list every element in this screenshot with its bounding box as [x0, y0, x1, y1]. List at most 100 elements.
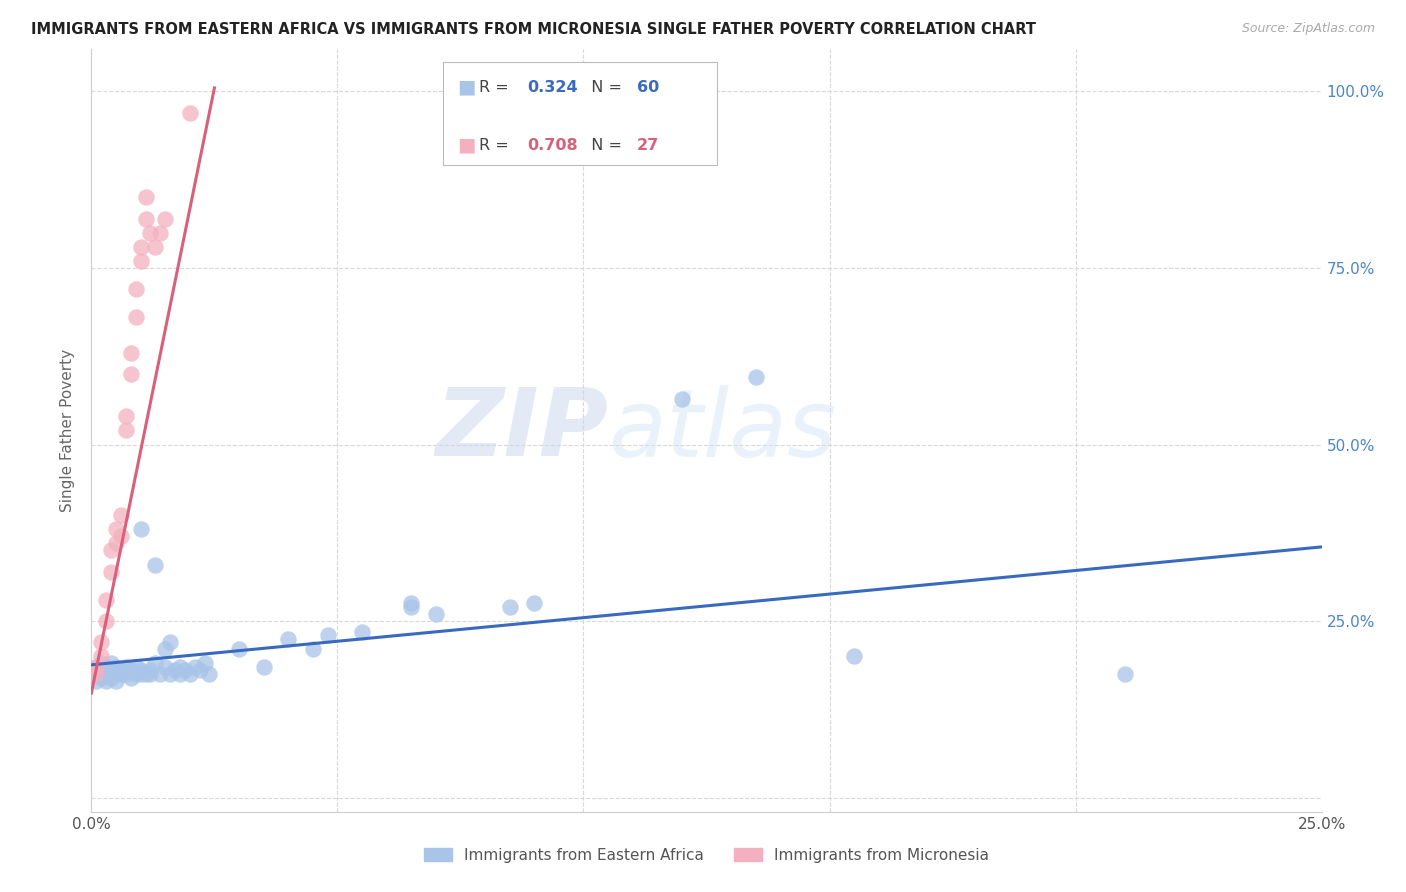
- Point: [105, 536, 127, 550]
- Point: [124, 282, 146, 296]
- Point: [153, 642, 177, 657]
- Point: [124, 310, 146, 325]
- Point: [105, 522, 127, 536]
- Point: [90, 657, 112, 671]
- Point: [139, 226, 162, 240]
- Text: ZIP: ZIP: [436, 384, 607, 476]
- Point: [277, 632, 299, 646]
- Point: [425, 607, 447, 621]
- Point: [183, 660, 207, 674]
- Text: ■: ■: [457, 136, 475, 155]
- Point: [193, 657, 217, 671]
- Point: [105, 667, 127, 681]
- Point: [198, 667, 221, 681]
- Point: [114, 424, 138, 438]
- Point: [100, 671, 122, 685]
- Point: [159, 635, 181, 649]
- Point: [135, 190, 156, 204]
- Point: [96, 614, 117, 628]
- Point: [301, 642, 323, 657]
- Y-axis label: Single Father Poverty: Single Father Poverty: [60, 349, 76, 512]
- Point: [174, 664, 197, 678]
- Point: [1114, 667, 1136, 681]
- Text: 60: 60: [637, 80, 659, 95]
- Point: [159, 667, 181, 681]
- Point: [179, 105, 201, 120]
- Point: [90, 635, 112, 649]
- Point: [120, 345, 142, 359]
- Point: [163, 664, 186, 678]
- Point: [86, 660, 108, 674]
- Point: [110, 529, 132, 543]
- Point: [253, 660, 276, 674]
- Point: [745, 370, 768, 384]
- Point: [86, 674, 108, 689]
- Point: [129, 240, 152, 254]
- Point: [842, 649, 865, 664]
- Point: [188, 664, 211, 678]
- Point: [86, 667, 108, 681]
- Point: [90, 671, 112, 685]
- Point: [105, 660, 127, 674]
- Point: [110, 664, 132, 678]
- Point: [86, 660, 108, 674]
- Point: [100, 543, 122, 558]
- Point: [153, 660, 177, 674]
- Point: [399, 599, 422, 614]
- Point: [120, 367, 142, 381]
- Point: [129, 664, 152, 678]
- Point: [316, 628, 339, 642]
- Point: [179, 667, 201, 681]
- Point: [352, 624, 374, 639]
- Point: [96, 660, 117, 674]
- Point: [139, 667, 162, 681]
- Point: [100, 565, 122, 579]
- Point: [498, 599, 520, 614]
- Point: [90, 664, 112, 678]
- Point: [124, 667, 146, 681]
- Point: [399, 596, 422, 610]
- Point: [153, 211, 177, 226]
- Point: [90, 649, 112, 664]
- Text: 0.324: 0.324: [527, 80, 578, 95]
- Point: [145, 558, 166, 572]
- Text: R =: R =: [479, 80, 515, 95]
- Point: [129, 254, 152, 268]
- Point: [100, 664, 122, 678]
- Legend: Immigrants from Eastern Africa, Immigrants from Micronesia: Immigrants from Eastern Africa, Immigran…: [418, 842, 995, 869]
- Point: [96, 592, 117, 607]
- Point: [96, 674, 117, 689]
- Point: [114, 667, 138, 681]
- Text: 27: 27: [637, 138, 659, 153]
- Point: [114, 660, 138, 674]
- Point: [129, 522, 152, 536]
- Point: [135, 667, 156, 681]
- Point: [100, 657, 122, 671]
- Point: [96, 667, 117, 681]
- Point: [135, 211, 156, 226]
- Point: [523, 596, 546, 610]
- Text: IMMIGRANTS FROM EASTERN AFRICA VS IMMIGRANTS FROM MICRONESIA SINGLE FATHER POVER: IMMIGRANTS FROM EASTERN AFRICA VS IMMIGR…: [31, 22, 1036, 37]
- Point: [110, 667, 132, 681]
- Point: [86, 667, 108, 681]
- Point: [228, 642, 250, 657]
- Point: [124, 660, 146, 674]
- Point: [169, 660, 191, 674]
- Point: [110, 508, 132, 523]
- Text: N =: N =: [581, 80, 627, 95]
- Point: [145, 240, 166, 254]
- Text: N =: N =: [581, 138, 627, 153]
- Point: [671, 392, 693, 406]
- Point: [120, 671, 142, 685]
- Point: [129, 667, 152, 681]
- Point: [145, 657, 166, 671]
- Text: R =: R =: [479, 138, 515, 153]
- Point: [105, 674, 127, 689]
- Text: 0.708: 0.708: [527, 138, 578, 153]
- Text: ■: ■: [457, 78, 475, 97]
- Point: [149, 226, 172, 240]
- Text: atlas: atlas: [607, 384, 837, 476]
- Text: Source: ZipAtlas.com: Source: ZipAtlas.com: [1241, 22, 1375, 36]
- Point: [114, 409, 138, 424]
- Point: [139, 664, 162, 678]
